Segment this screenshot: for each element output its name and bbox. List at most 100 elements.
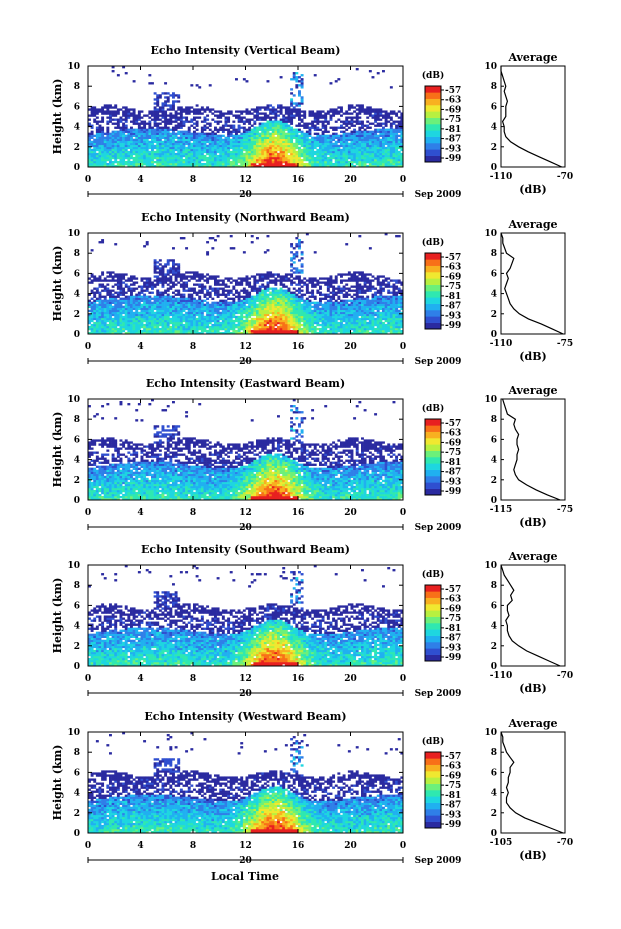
heatmap-cell [279, 144, 283, 148]
heatmap-cell [145, 309, 149, 313]
heatmap-cell [237, 128, 241, 131]
heatmap-cell [140, 305, 144, 309]
heatmap-cell [277, 128, 280, 131]
heatmap-cell [206, 152, 210, 156]
heatmap-cell [179, 114, 183, 117]
heatmap-cell [148, 112, 152, 115]
heatmap-cell [245, 164, 249, 168]
heatmap-cell [132, 130, 136, 133]
heatmap-cell [124, 110, 128, 113]
heatmap-cell [242, 319, 246, 323]
heatmap-cell [153, 116, 157, 119]
heatmap-cell [103, 323, 107, 327]
heatmap-cell [127, 136, 131, 140]
heatmap-cell [240, 126, 244, 129]
heatmap-cell [90, 162, 94, 166]
heatmap-cell [164, 92, 168, 95]
heatmap-cell [172, 106, 175, 109]
heatmap-cell [124, 146, 128, 150]
heatmap-cell [106, 329, 110, 333]
heatmap-cell [174, 140, 178, 144]
heatmap-cell [277, 154, 280, 158]
heatmap-cell [158, 305, 162, 309]
heatmap-cell [271, 293, 275, 296]
heatmap-cell [387, 136, 391, 140]
heatmap-cell [219, 120, 223, 123]
heatmap-cell [355, 68, 359, 71]
heatmap-cell [195, 156, 199, 160]
heatmap-cell [135, 134, 139, 137]
heatmap-cell [198, 148, 202, 152]
heatmap-cell [256, 110, 259, 113]
heatmap-cell [106, 122, 110, 125]
heatmap-cell [132, 283, 136, 286]
heatmap-cell [116, 160, 120, 164]
heatmap-cell [279, 164, 283, 168]
heatmap-cell [387, 140, 391, 144]
heatmap-cell [95, 148, 99, 152]
heatmap-cell [240, 150, 244, 154]
heatmap-cell [103, 144, 107, 148]
colorbar-unit: (dB) [422, 70, 444, 81]
heatmap-cell [266, 140, 270, 144]
heatmap-cell [295, 140, 299, 144]
heatmap-cell [119, 136, 123, 140]
heatmap-cell [164, 152, 168, 156]
heatmap-cell [164, 110, 168, 113]
heatmap-cell [229, 156, 233, 160]
heatmap-cell [109, 154, 112, 158]
heatmap-cell [174, 277, 178, 280]
heatmap-cell [151, 128, 154, 131]
heatmap-cell [164, 295, 168, 298]
heatmap-cell [242, 303, 246, 307]
heatmap-cell [245, 309, 249, 313]
heatmap-cell [355, 148, 359, 152]
heatmap-cell [98, 154, 102, 158]
heatmap-cell [311, 136, 315, 140]
heatmap-cell [329, 146, 333, 150]
heatmap-cell [137, 132, 141, 135]
heatmap-cell [350, 132, 354, 135]
heatmap-cell [98, 150, 102, 154]
heatmap-cell [345, 154, 349, 158]
heatmap-cell [258, 136, 262, 140]
heatmap-cell [232, 301, 236, 304]
heatmap-cell [140, 303, 144, 307]
heatmap-cell [203, 140, 207, 144]
heatmap-cell [156, 140, 160, 144]
heatmap-cell [227, 289, 231, 292]
heatmap-cell [208, 138, 212, 142]
heatmap-cell [227, 329, 231, 333]
heatmap-cell [153, 114, 157, 117]
heatmap-cell [195, 150, 199, 154]
heatmap-cell [130, 279, 133, 282]
heatmap-cell [384, 114, 388, 117]
heatmap-cell [224, 116, 228, 119]
heatmap-cell [240, 277, 244, 280]
heatmap-cell [316, 112, 320, 115]
heatmap-cell [224, 148, 228, 152]
heatmap-cell [137, 144, 141, 148]
heatmap-cell [95, 122, 99, 125]
heatmap-cell [106, 325, 110, 329]
heatmap-cell [187, 329, 191, 333]
heatmap-cell [182, 148, 186, 152]
heatmap-cell [350, 130, 354, 133]
heatmap-cell [122, 325, 126, 329]
heatmap-cell [190, 289, 194, 292]
heatmap-cell [114, 295, 118, 298]
heatmap-cell [229, 144, 233, 148]
heatmap-cell [224, 303, 228, 307]
heatmap-cell [216, 116, 220, 119]
heatmap-cell [172, 152, 175, 156]
heatmap-cell [221, 305, 225, 309]
heatmap-cell [397, 164, 401, 168]
heatmap-cell [242, 297, 246, 300]
heatmap-cell [274, 323, 278, 327]
heatmap-cell [182, 315, 186, 319]
heatmap-cell [130, 138, 133, 142]
heatmap-cell [182, 108, 186, 111]
heatmap-cell [116, 108, 120, 111]
heatmap-cell [122, 315, 126, 319]
heatmap-cell [172, 295, 175, 298]
